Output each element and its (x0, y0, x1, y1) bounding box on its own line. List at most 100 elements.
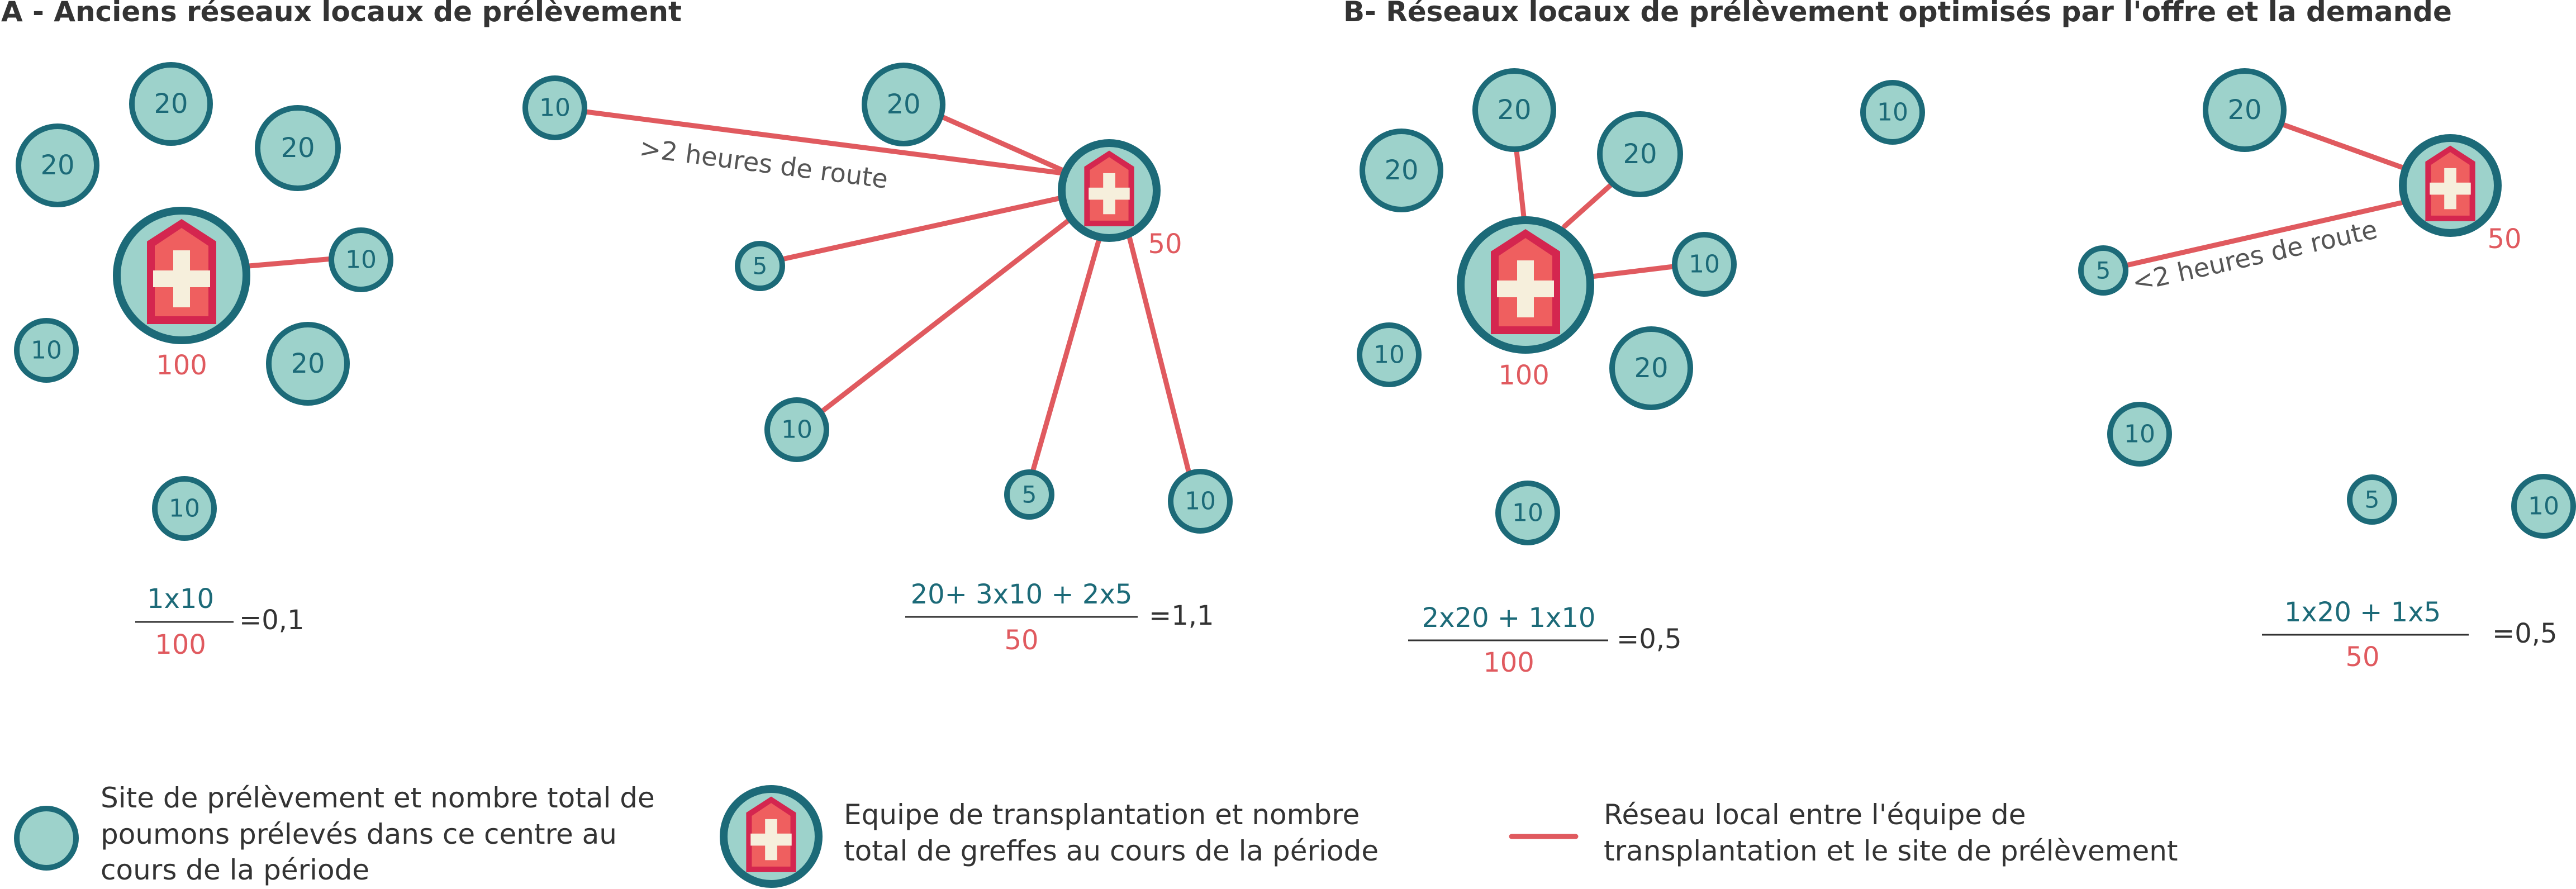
panel-b-right-network: <2 heures de route 50 10 20 5 10 5 10 1x… (1860, 68, 2576, 673)
site-count: 10 (1512, 499, 1543, 527)
site-count: 5 (1022, 481, 1037, 508)
ratio-formula: 20+ 3x10 + 2x5 50 =1,1 (905, 579, 1214, 656)
procurement-site-node: 10 (2511, 474, 2576, 539)
procurement-site-node: 10 (522, 75, 587, 140)
site-count: 20 (1497, 94, 1531, 126)
formula-result: =1,1 (1149, 600, 1214, 631)
panel-b-title: B- Réseaux locaux de prélèvement optimis… (1343, 0, 2452, 28)
formula-denominator: 100 (155, 629, 206, 660)
legend-link-line: Réseau local entre l'équipe de (1604, 798, 2026, 831)
procurement-site-node: 10 (1860, 80, 1925, 145)
legend-site-line: poumons prélevés dans ce centre au (101, 818, 617, 850)
legend-site-line: cours de la période (101, 854, 369, 886)
procurement-site-node: 10 (764, 397, 829, 462)
formula-denominator: 100 (1483, 647, 1534, 678)
formula-result: =0,1 (239, 605, 305, 636)
panel-b-left-network: 100 20 20 20 10 10 20 10 2x20 + 1x10 100… (1357, 68, 1737, 678)
transplant-team-node: 50 (1058, 139, 1182, 260)
network-link (1028, 221, 1106, 481)
formula-denominator: 50 (1004, 625, 1038, 656)
site-count: 10 (169, 495, 200, 523)
hospital-cross-icon (1084, 150, 1134, 226)
team-count: 50 (2487, 224, 2521, 255)
site-count: 20 (154, 88, 188, 120)
site-count: 20 (2227, 94, 2261, 126)
procurement-site-node: 5 (735, 241, 785, 291)
procurement-site-node: 20 (1472, 68, 1556, 152)
site-count: 20 (281, 132, 315, 164)
procurement-site-node: 20 (1609, 326, 1693, 410)
procurement-site-node: 20 (1597, 111, 1683, 197)
site-count: 5 (2096, 257, 2111, 284)
procurement-site-node: 5 (1004, 469, 1054, 520)
procurement-site-node: 20 (129, 62, 213, 146)
legend-link: Réseau local entre l'équipe de transplan… (1509, 798, 2178, 867)
procurement-site-node: 20 (2203, 68, 2287, 152)
site-count: 10 (2124, 420, 2155, 449)
network-link (819, 215, 1075, 415)
legend-team-line: total de greffes au cours de la période (844, 835, 1379, 867)
formula-result: =0,5 (2492, 618, 2558, 649)
panel-a-right-network: >2 heures de route 50 10 20 5 10 5 10 20… (522, 63, 1233, 656)
legend-team-line: Equipe de transplantation et nombre (844, 798, 1360, 831)
procurement-site-node: 20 (16, 123, 99, 207)
site-count: 10 (31, 336, 62, 365)
procurement-site-node: 5 (2347, 474, 2397, 525)
network-link (1589, 263, 1681, 279)
transplant-team-node: 100 (113, 207, 250, 381)
hospital-cross-icon (2425, 145, 2475, 221)
site-count: 20 (886, 89, 920, 120)
procurement-site-node: 20 (1360, 129, 1443, 212)
formula-denominator: 50 (2345, 641, 2379, 673)
hospital-cross-icon (1491, 229, 1560, 334)
route-time-label: >2 heures de route (638, 132, 890, 194)
site-circle-icon (14, 806, 79, 871)
procurement-site-node: 10 (1672, 232, 1737, 297)
team-count: 50 (1148, 229, 1182, 260)
legend: Site de prélèvement et nombre total de p… (14, 782, 2178, 888)
ratio-formula: 1x20 + 1x5 50 =0,5 (2262, 597, 2558, 673)
network-link (940, 115, 1075, 177)
legend-site: Site de prélèvement et nombre total de p… (14, 782, 655, 886)
site-count: 5 (753, 253, 768, 280)
site-count: 20 (40, 150, 74, 181)
legend-site-line: Site de prélèvement et nombre total de (101, 782, 655, 814)
transplant-team-node: 50 (2399, 134, 2522, 255)
transplant-team-node: 100 (1457, 216, 1594, 391)
formula-numerator: 1x10 (147, 583, 214, 615)
team-count: 100 (1498, 360, 1550, 391)
procurement-site-node: 20 (255, 105, 341, 191)
panel-a-left-network: 100 20 20 20 10 10 20 10 1x10 100 =0,1 (14, 62, 393, 660)
legend-team: Equipe de transplantation et nombre tota… (720, 785, 1379, 888)
procurement-site-node: 10 (2107, 402, 2172, 467)
formula-numerator: 2x20 + 1x10 (1422, 602, 1596, 634)
procurement-site-node: 10 (1168, 469, 1233, 534)
formula-numerator: 20+ 3x10 + 2x5 (911, 579, 1133, 610)
ratio-formula: 1x10 100 =0,1 (135, 583, 305, 660)
site-count: 20 (1634, 353, 1668, 384)
site-count: 20 (1623, 139, 1657, 170)
site-count: 20 (291, 348, 325, 379)
network-link (782, 193, 1075, 262)
procurement-site-node: 10 (14, 318, 79, 383)
network-link (1514, 148, 1527, 220)
site-count: 10 (345, 246, 377, 274)
hospital-cross-icon (147, 219, 216, 324)
legend-link-line: transplantation et le site de prélèvemen… (1604, 835, 2178, 867)
procurement-site-node: 10 (329, 227, 393, 292)
site-count: 10 (2528, 492, 2559, 521)
formula-result: =0,5 (1617, 624, 1682, 655)
network-link (2121, 198, 2411, 269)
site-count: 10 (1689, 250, 1720, 279)
panel-a-title: A - Anciens réseaux locaux de prélèvemen… (1, 0, 682, 28)
procurement-site-node: 20 (266, 322, 350, 406)
procurement-site-node: 5 (2078, 245, 2128, 296)
site-count: 20 (1384, 155, 1418, 186)
site-count: 10 (781, 416, 812, 444)
network-link (2279, 121, 2406, 170)
network-link (1123, 221, 1193, 481)
network-link (583, 109, 1075, 177)
network-link (1562, 176, 1620, 229)
ratio-formula: 2x20 + 1x10 100 =0,5 (1408, 602, 1682, 678)
